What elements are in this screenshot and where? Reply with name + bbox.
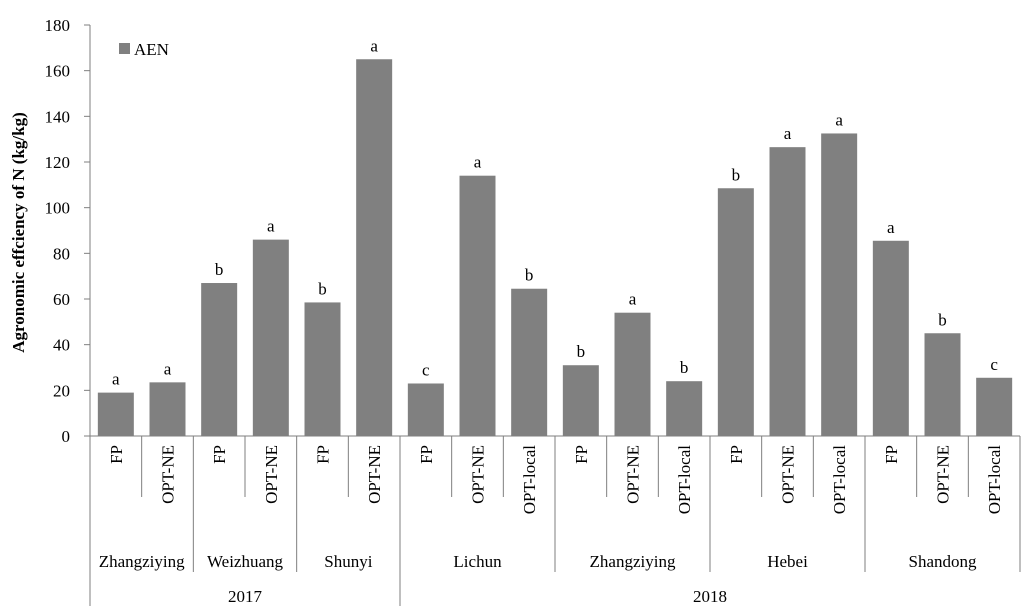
significance-label: b [525,266,534,285]
bar [304,302,341,436]
bar [666,381,703,436]
site-label: Shandong [909,552,978,571]
category-label: OPT-local [830,445,849,515]
site-label: Shunyi [324,552,372,571]
category-label: OPT-NE [469,445,488,504]
legend-swatch [119,43,130,54]
site-label: Hebei [767,552,808,571]
category-label: OPT-local [675,445,694,515]
category-label: FP [210,445,229,464]
category-label: FP [572,445,591,464]
y-tick-label: 100 [45,199,71,218]
bar [717,188,754,436]
significance-label: a [887,218,895,237]
bar [356,59,393,436]
bar [769,147,806,437]
y-tick-label: 40 [53,336,70,355]
bars [97,59,1013,437]
x-axis: FP OPT-NE FP OPT-NE FP OPT-NE FP OPT-NE OPT-loca… [89,435,1021,606]
y-tick-label: 80 [53,244,70,263]
year-label: 2017 [228,587,263,606]
bar [459,175,496,436]
y-tick-label: 180 [45,16,71,35]
category-label: OPT-NE [934,445,953,504]
significance-label: b [732,165,741,184]
site-label: Lichun [453,552,502,571]
bar [149,382,186,436]
significance-label: b [680,358,689,377]
category-label: FP [417,445,436,464]
category-label: FP [727,445,746,464]
bar [511,288,548,436]
bar [201,283,238,436]
y-tick-label: 160 [45,62,71,81]
bar [252,239,289,436]
site-label: Zhangziying [99,552,185,571]
category-label: OPT-NE [624,445,643,504]
significance-label: a [267,217,275,236]
bar [614,312,651,436]
bar [976,377,1013,436]
bar [97,392,134,436]
y-tick-label: 20 [53,381,70,400]
significance-label: a [835,110,843,129]
y-tick-label: 0 [62,427,71,446]
significance-label: a [784,124,792,143]
year-label: 2018 [693,587,727,606]
category-label: FP [314,445,333,464]
significance-label: b [215,260,224,279]
significance-label: a [629,290,637,309]
bar [821,133,858,437]
significance-label: c [422,360,430,379]
bar [924,333,961,436]
category-label: OPT-local [985,445,1004,515]
significance-label: c [990,355,998,374]
y-axis-title: Agronomic effciency of N (kg/kg) [9,112,28,352]
significance-label: a [112,370,120,389]
bar [872,240,909,436]
y-axis: 0 20 40 60 80 100 120 140 160 180 [45,16,91,446]
significance-label: a [474,153,482,172]
category-label: OPT-local [520,445,539,515]
significance-label: a [370,36,378,55]
y-tick-label: 60 [53,290,70,309]
legend: AEN [119,40,169,59]
category-label: OPT-NE [779,445,798,504]
y-tick-label: 120 [45,153,71,172]
y-tick-label: 140 [45,107,71,126]
significance-label: b [577,342,586,361]
bar [407,383,444,436]
bar [562,365,599,436]
category-label: FP [882,445,901,464]
significance-label: a [164,359,172,378]
category-label: OPT-NE [262,445,281,504]
site-label: Zhangziying [590,552,676,571]
significance-label: b [938,310,947,329]
category-label: FP [107,445,126,464]
site-label: Weizhuang [207,552,284,571]
legend-label: AEN [134,40,169,59]
category-label: OPT-NE [159,445,178,504]
category-label: OPT-NE [365,445,384,504]
significance-label: b [318,279,327,298]
significance-labels: a a b a b a c a b b a b b a a a b c [112,36,998,388]
